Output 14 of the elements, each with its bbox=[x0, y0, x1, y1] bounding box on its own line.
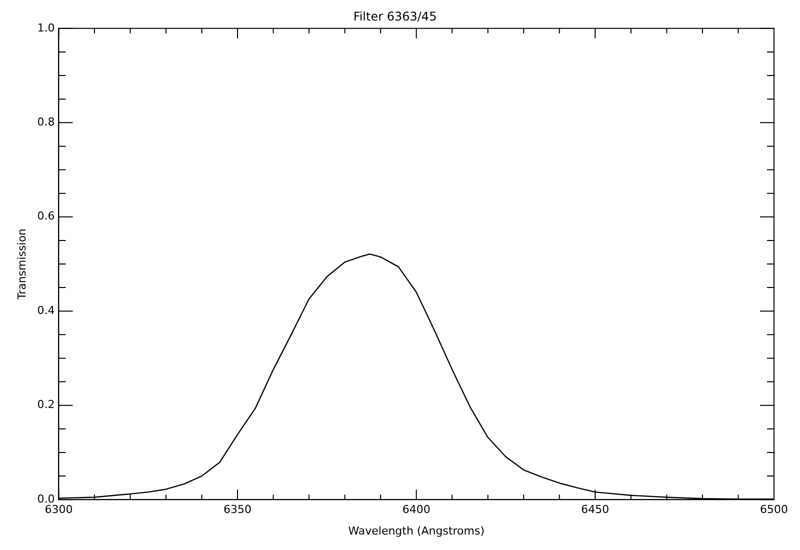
chart-title: Filter 6363/45 bbox=[353, 9, 437, 24]
y-tick-label: 0.4 bbox=[37, 304, 55, 317]
x-tick-label: 6400 bbox=[402, 503, 430, 516]
x-tick-label: 6450 bbox=[581, 503, 610, 516]
x-tick-label: 6300 bbox=[44, 503, 73, 516]
y-tick-label: 0.2 bbox=[37, 398, 55, 412]
y-tick-label: 0.6 bbox=[37, 210, 55, 223]
x-tick-label: 6350 bbox=[224, 503, 252, 516]
y-tick-label: 0.8 bbox=[37, 116, 55, 128]
y-tick-label: 1.0 bbox=[37, 21, 55, 34]
x-axis-title: Wavelength (Angstroms) bbox=[348, 524, 485, 538]
y-tick-label: 0.0 bbox=[37, 492, 55, 506]
x-tick-label: 6500 bbox=[760, 503, 788, 516]
y-axis-title: Transmission bbox=[15, 228, 28, 301]
